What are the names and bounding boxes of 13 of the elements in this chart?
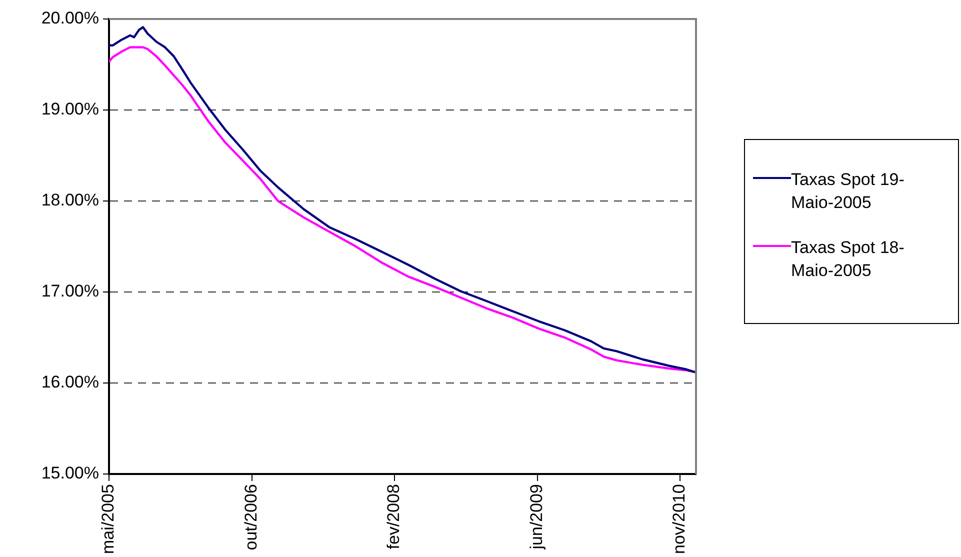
x-tick-label: fev/2008	[384, 484, 404, 550]
y-tick-label: 19.00%	[41, 100, 99, 119]
y-tick-label: 15.00%	[41, 464, 99, 483]
legend-label: Taxas Spot 19-Maio-2005	[791, 169, 906, 214]
x-tick-label: mai/2005	[98, 484, 118, 554]
y-tick-label: 16.00%	[41, 372, 99, 392]
y-tick-label: 17.00%	[41, 282, 99, 301]
x-tick-label: jun/2009	[526, 484, 546, 550]
y-tick-label: 20.00%	[41, 8, 99, 28]
legend-label: Taxas Spot 18-Maio-2005	[791, 237, 906, 282]
x-tick-label: out/2006	[241, 484, 260, 550]
y-tick-label: 18.00%	[41, 190, 99, 210]
x-tick-label: nov/2010	[670, 484, 689, 554]
